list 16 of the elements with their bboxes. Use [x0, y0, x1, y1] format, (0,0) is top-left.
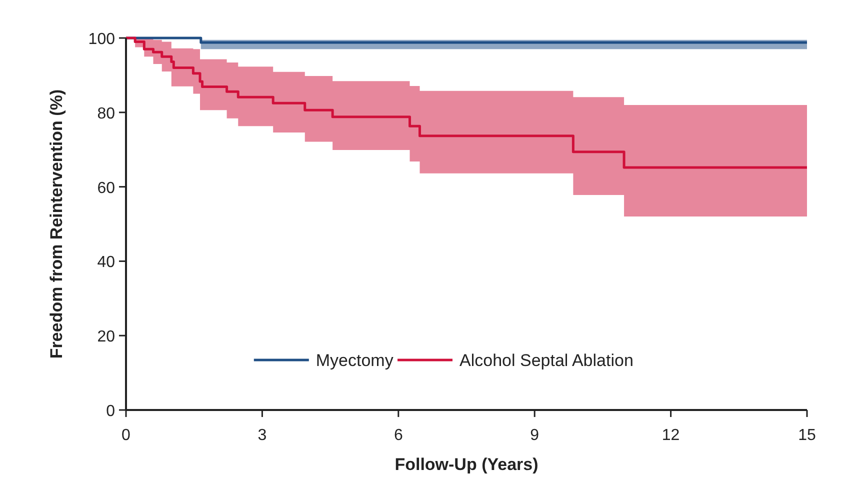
- y-axis-title: Freedom from Reintervention (%): [47, 89, 66, 359]
- y-tick-label: 100: [88, 31, 116, 48]
- y-tick-label: 80: [97, 105, 116, 122]
- x-tick-label: 9: [530, 427, 540, 444]
- x-tick-label: 12: [662, 427, 680, 444]
- legend-label: Myectomy: [316, 351, 394, 370]
- legend-label: Alcohol Septal Ablation: [460, 351, 634, 370]
- x-axis-title: Follow-Up (Years): [394, 455, 538, 474]
- y-tick-label: 0: [106, 403, 116, 420]
- x-tick-label: 0: [122, 427, 131, 444]
- y-tick-label: 40: [97, 254, 116, 272]
- x-tick-label: 6: [394, 427, 403, 444]
- y-tick-label: 60: [97, 180, 116, 197]
- x-tick-label: 3: [258, 427, 267, 444]
- x-tick-label: 15: [798, 427, 816, 444]
- y-tick-label: 20: [97, 328, 116, 346]
